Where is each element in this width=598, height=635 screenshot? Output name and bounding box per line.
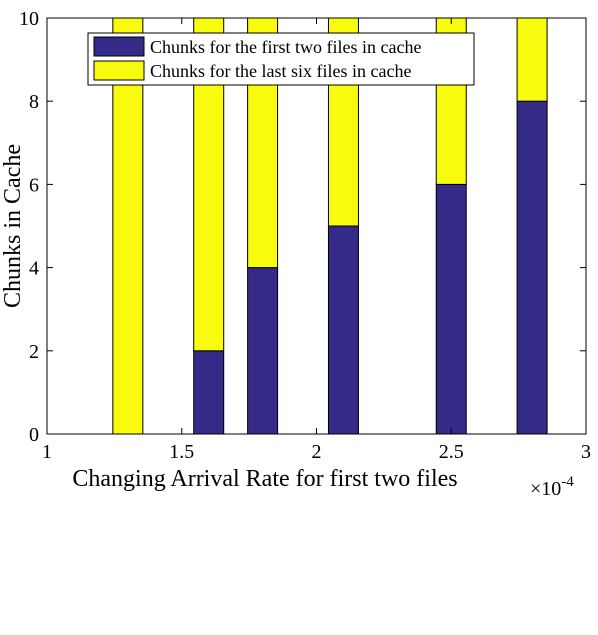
bar-segment-first-two-files xyxy=(516,100,548,435)
bar-segment-last-six-files xyxy=(112,17,144,435)
bar-segment-last-six-files xyxy=(516,17,548,102)
legend-label: Chunks for the last six files in cache xyxy=(150,61,411,81)
bar-segment-first-two-files xyxy=(193,350,225,435)
x-tick-label: 1.5 xyxy=(169,441,194,463)
legend-box xyxy=(87,32,475,86)
legend-label: Chunks for the first two files in cache xyxy=(150,37,421,57)
x-multiplier-base: ×10 xyxy=(530,478,561,500)
y-axis-label: Chunks in Cache xyxy=(0,144,26,308)
bar-segment-first-two-files xyxy=(247,267,279,435)
x-tick-label: 2 xyxy=(312,441,322,463)
axis-ticks: 1 1.5 2 2.5 3 0 2 4 6 8 10 xyxy=(19,8,591,463)
y-tick-label: 10 xyxy=(19,8,39,30)
x-tick-label: 1 xyxy=(42,441,52,463)
legend-swatch xyxy=(93,36,145,57)
y-tick-label: 8 xyxy=(29,91,39,113)
y-tick-label: 4 xyxy=(29,258,39,280)
x-axis-multiplier: ×10-4 xyxy=(530,474,574,500)
x-multiplier-exponent: -4 xyxy=(561,474,574,490)
y-tick-label: 2 xyxy=(29,341,39,363)
legend-swatch xyxy=(93,60,145,81)
y-tick-label: 6 xyxy=(29,174,39,196)
bar-segment-first-two-files xyxy=(327,225,359,435)
x-tick-label: 2.5 xyxy=(439,441,464,463)
x-tick-label: 3 xyxy=(581,441,591,463)
y-tick-label: 0 xyxy=(29,424,39,446)
x-axis-label: Changing Arrival Rate for first two file… xyxy=(72,466,457,492)
legend: Chunks for the first two files in cache C… xyxy=(87,32,475,86)
bar-segment-first-two-files xyxy=(435,183,467,435)
